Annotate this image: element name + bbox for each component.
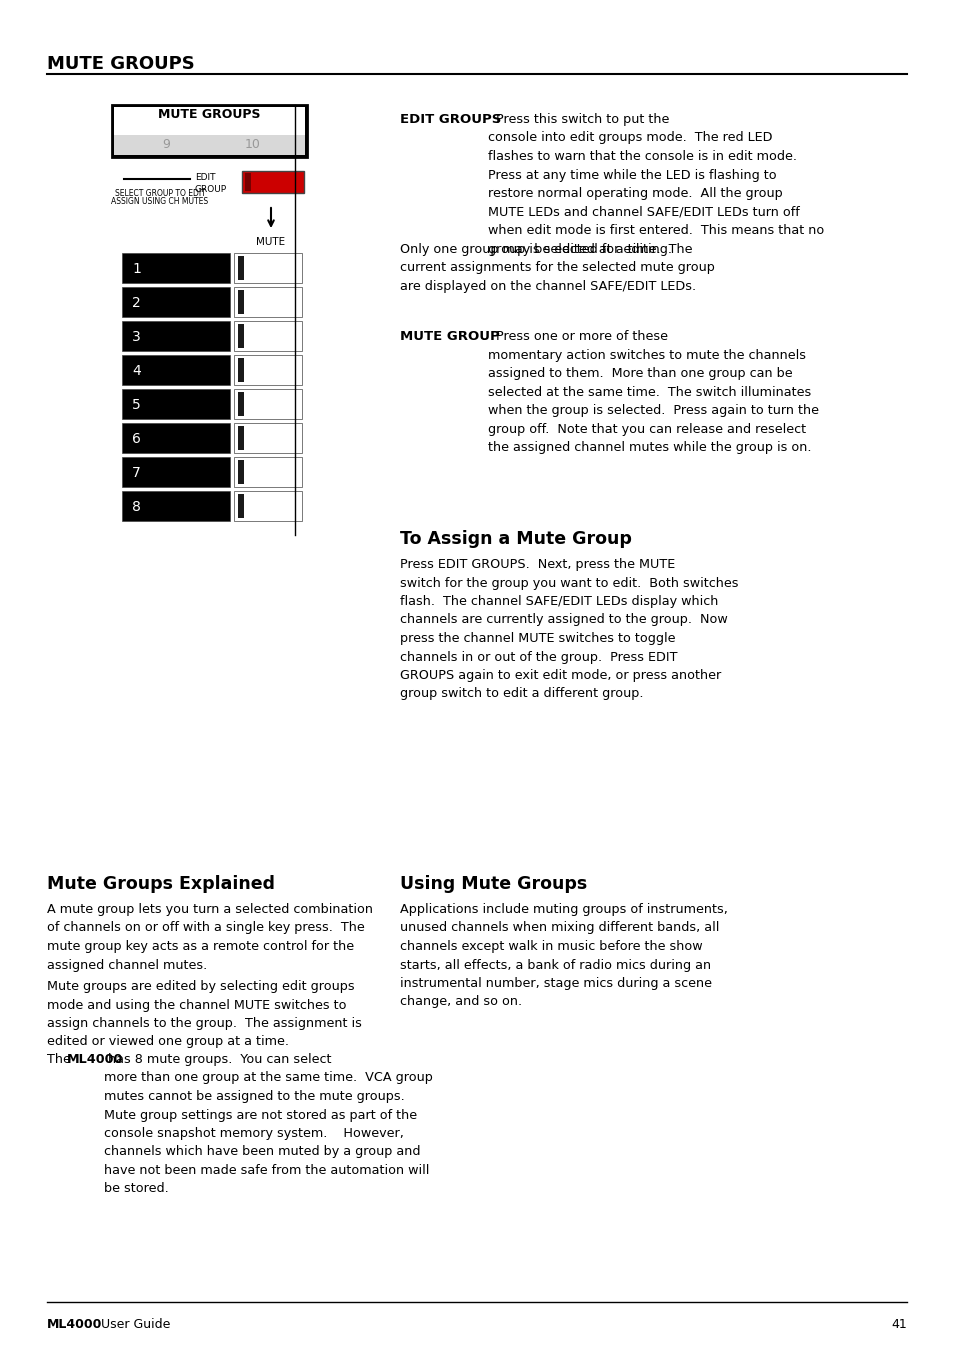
- Bar: [112, 105, 307, 157]
- Text: ML4000: ML4000: [47, 1319, 102, 1331]
- Bar: [122, 457, 230, 486]
- Text: 10: 10: [244, 139, 260, 151]
- Text: MUTE GROUPS: MUTE GROUPS: [47, 55, 194, 73]
- Text: SELECT GROUP TO EDIT: SELECT GROUP TO EDIT: [114, 189, 205, 199]
- Bar: [237, 392, 244, 416]
- Text: MUTE: MUTE: [256, 236, 285, 247]
- Text: 3: 3: [132, 330, 141, 345]
- Bar: [233, 322, 302, 351]
- Text: Applications include muting groups of instruments,
unused channels when mixing d: Applications include muting groups of in…: [399, 902, 727, 1008]
- Text: Press one or more of these
momentary action switches to mute the channels
assign: Press one or more of these momentary act…: [488, 330, 818, 454]
- Bar: [242, 172, 304, 193]
- Text: The: The: [47, 1052, 74, 1066]
- Text: 8: 8: [132, 500, 141, 513]
- Text: Using Mute Groups: Using Mute Groups: [399, 875, 587, 893]
- Text: .: .: [481, 330, 486, 343]
- Bar: [237, 426, 244, 450]
- Bar: [233, 253, 302, 282]
- Text: Mute Groups Explained: Mute Groups Explained: [47, 875, 274, 893]
- Text: 4: 4: [132, 363, 141, 378]
- Text: has 8 mute groups.  You can select
more than one group at the same time.  VCA gr: has 8 mute groups. You can select more t…: [104, 1052, 433, 1196]
- Bar: [122, 322, 230, 351]
- Text: 2: 2: [132, 296, 141, 309]
- Bar: [237, 324, 244, 349]
- Text: MUTE GROUPS: MUTE GROUPS: [158, 108, 260, 122]
- Text: Press this switch to put the
console into edit groups mode.  The red LED
flashes: Press this switch to put the console int…: [488, 113, 823, 255]
- Text: Press EDIT GROUPS.  Next, press the MUTE
switch for the group you want to edit. : Press EDIT GROUPS. Next, press the MUTE …: [399, 558, 738, 701]
- Text: 1: 1: [132, 262, 141, 276]
- Bar: [122, 490, 230, 521]
- Text: Only one group may be edited at a time.  The
current assignments for the selecte: Only one group may be edited at a time. …: [399, 243, 714, 293]
- Text: 41: 41: [890, 1319, 906, 1331]
- Text: 6: 6: [132, 432, 141, 446]
- Bar: [237, 494, 244, 517]
- Text: User Guide: User Guide: [97, 1319, 171, 1331]
- Bar: [122, 355, 230, 385]
- Bar: [233, 355, 302, 385]
- Text: ASSIGN USING CH MUTES: ASSIGN USING CH MUTES: [112, 197, 209, 205]
- Text: MUTE GROUP: MUTE GROUP: [399, 330, 499, 343]
- Bar: [113, 135, 305, 155]
- Text: 9: 9: [163, 139, 171, 151]
- Text: .: .: [481, 113, 486, 126]
- Text: EDIT
GROUP: EDIT GROUP: [194, 173, 227, 193]
- Text: EDIT GROUPS: EDIT GROUPS: [399, 113, 501, 126]
- Bar: [122, 286, 230, 317]
- Bar: [233, 457, 302, 486]
- Bar: [237, 358, 244, 382]
- Bar: [245, 173, 251, 190]
- Text: 7: 7: [132, 466, 141, 480]
- Text: A mute group lets you turn a selected combination
of channels on or off with a s: A mute group lets you turn a selected co…: [47, 902, 373, 971]
- Text: 5: 5: [132, 399, 141, 412]
- Bar: [233, 490, 302, 521]
- Bar: [233, 389, 302, 419]
- Bar: [233, 286, 302, 317]
- Text: ML4000: ML4000: [67, 1052, 123, 1066]
- Bar: [122, 423, 230, 453]
- Bar: [237, 290, 244, 313]
- Bar: [113, 107, 305, 135]
- Text: To Assign a Mute Group: To Assign a Mute Group: [399, 530, 631, 549]
- Bar: [233, 423, 302, 453]
- Bar: [237, 459, 244, 484]
- Bar: [122, 253, 230, 282]
- Text: Mute groups are edited by selecting edit groups
mode and using the channel MUTE : Mute groups are edited by selecting edit…: [47, 979, 361, 1048]
- Bar: [122, 389, 230, 419]
- Bar: [237, 255, 244, 280]
